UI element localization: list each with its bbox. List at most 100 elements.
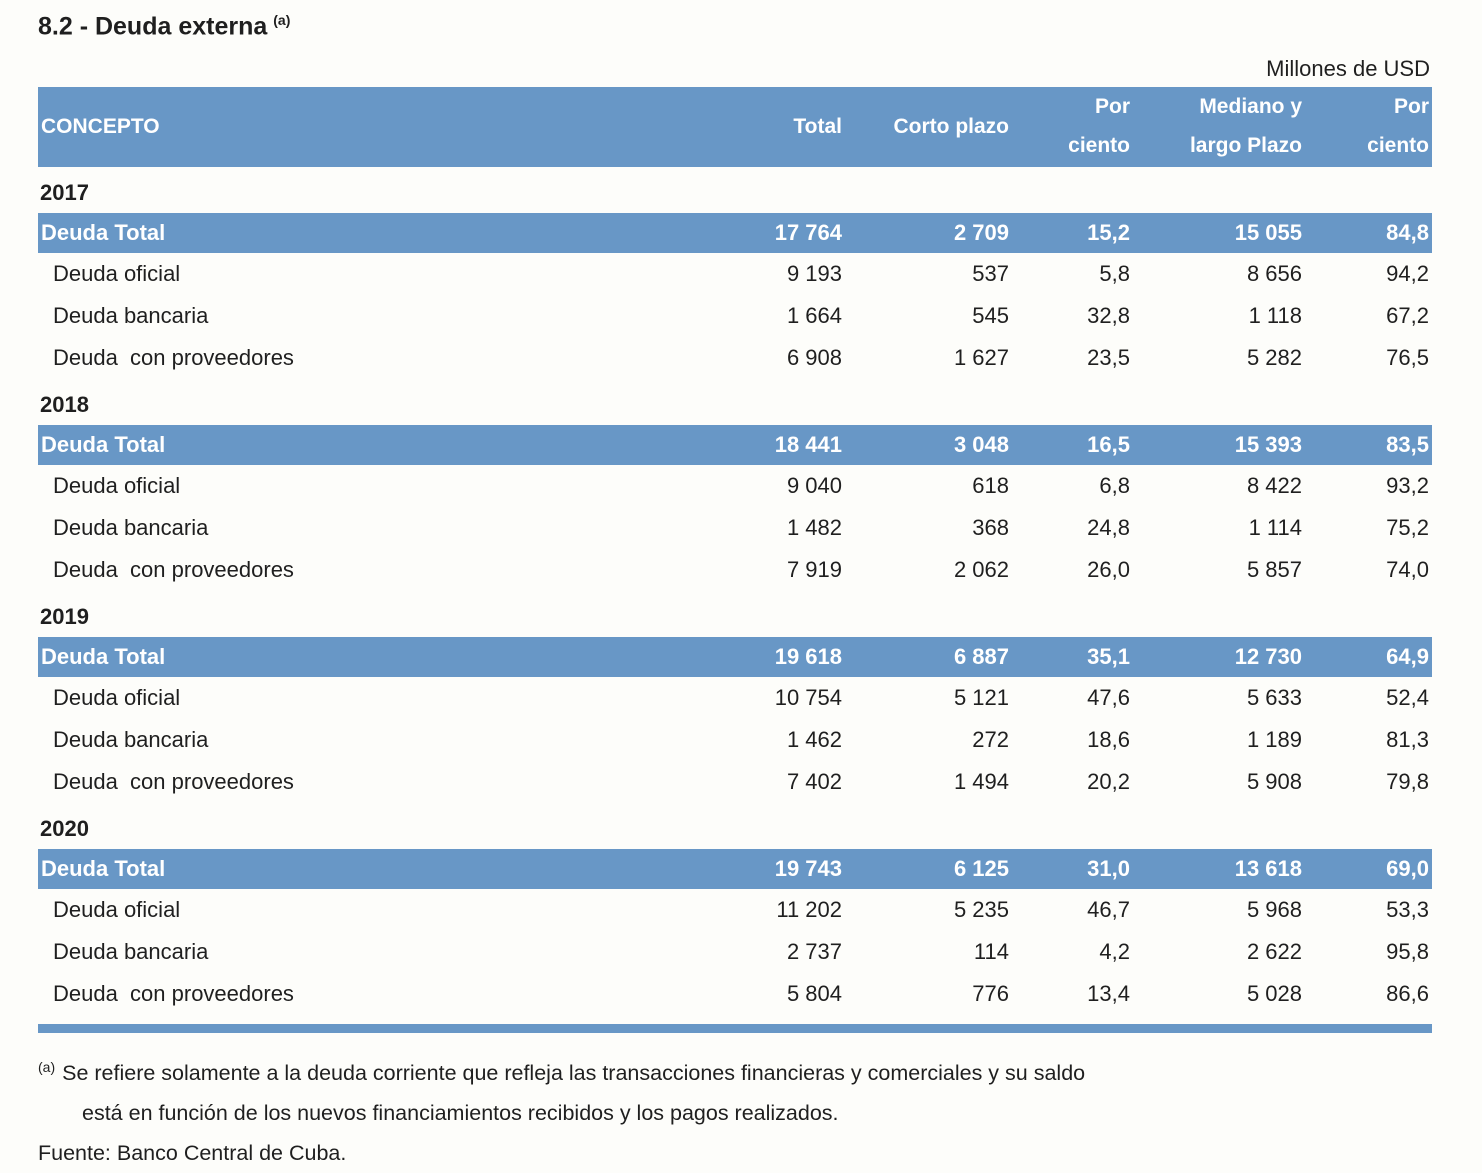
cell-corto-plazo: 6 887 (845, 637, 1012, 678)
row-label: Deuda Total (38, 213, 658, 254)
cell-por-ciento-corto: 18,6 (1087, 727, 1130, 753)
table-row: Deuda bancaria 1 664 545 32,8 1 118 67,2 (38, 295, 1432, 337)
cell-por-ciento-mediano: 79,8 (1386, 769, 1429, 795)
cell-total: 9 193 (786, 261, 842, 287)
cell-mediano-largo: 5 857 (1246, 557, 1302, 583)
cell-mediano-largo: 5 028 (1246, 981, 1302, 1007)
cell-por-ciento-mediano: 84,8 (1305, 213, 1432, 254)
cell-total: 9 040 (786, 473, 842, 499)
unit-label: Millones de USD (1266, 56, 1430, 82)
cell-mediano-largo: 15 393 (1133, 425, 1305, 466)
col-header-por-ciento-1: Por ciento (1012, 87, 1133, 168)
cell-mediano-largo: 1 114 (1248, 515, 1302, 541)
cell-corto-plazo: 114 (973, 939, 1009, 965)
cell-corto-plazo: 545 (972, 303, 1009, 329)
cell-mediano-largo: 12 730 (1133, 637, 1305, 678)
cell-por-ciento-mediano: 76,5 (1386, 345, 1429, 371)
cell-por-ciento-corto: 26,0 (1087, 557, 1130, 583)
cell-por-ciento-mediano: 53,3 (1386, 897, 1429, 923)
year-row-2017: 2017 (38, 167, 1432, 213)
row-label: Deuda Total (38, 425, 658, 466)
cell-por-ciento-mediano: 95,8 (1386, 939, 1429, 965)
cell-por-ciento-corto: 23,5 (1087, 345, 1130, 371)
footnote-marker: (a) (38, 1059, 56, 1076)
cell-corto-plazo: 5 121 (953, 685, 1009, 711)
footnote-line-2: está en función de los nuevos financiami… (82, 1101, 839, 1126)
col-header-por-ciento-2: Por ciento (1305, 87, 1432, 168)
cell-total: 10 754 (774, 685, 842, 711)
cell-por-ciento-mediano: 93,2 (1386, 473, 1429, 499)
table-row: Deuda con proveedores 6 908 1 627 23,5 5… (38, 337, 1432, 379)
cell-corto-plazo: 2 709 (845, 213, 1012, 254)
year-row-2019: 2019 (38, 591, 1432, 637)
row-label: Deuda Total (38, 637, 658, 678)
footnotes: (a) Se refiere solamente a la deuda corri… (38, 1047, 1432, 1173)
col-header-concepto: CONCEPTO (38, 87, 658, 168)
cell-corto-plazo: 368 (972, 515, 1009, 541)
cell-por-ciento-mediano: 83,5 (1305, 425, 1432, 466)
cell-total: 2 737 (786, 939, 842, 965)
row-label: Deuda con proveedores (53, 557, 294, 583)
cell-por-ciento-mediano: 64,9 (1305, 637, 1432, 678)
row-label: Deuda oficial (53, 473, 181, 499)
year-label: 2020 (40, 816, 89, 842)
cell-por-ciento-corto: 24,8 (1087, 515, 1130, 541)
table-row: Deuda oficial 10 754 5 121 47,6 5 633 52… (38, 677, 1432, 719)
year-row-2018: 2018 (38, 379, 1432, 425)
source-note: Fuente: Banco Central de Cuba. (38, 1141, 347, 1166)
row-label: Deuda con proveedores (53, 345, 294, 371)
cell-total: 19 743 (658, 849, 845, 890)
table-row: Deuda oficial 9 040 618 6,8 8 422 93,2 (38, 465, 1432, 507)
cell-total: 1 482 (786, 515, 842, 541)
cell-por-ciento-corto: 15,2 (1012, 213, 1133, 254)
col-header-mediano-largo-plazo: Mediano y largo Plazo (1133, 87, 1305, 168)
row-label: Deuda bancaria (53, 727, 209, 753)
table-row: Deuda oficial 9 193 537 5,8 8 656 94,2 (38, 253, 1432, 295)
cell-corto-plazo: 5 235 (953, 897, 1009, 923)
col-header-corto-plazo: Corto plazo (845, 87, 1012, 168)
cell-mediano-largo: 1 189 (1246, 727, 1302, 753)
row-label: Deuda oficial (53, 685, 181, 711)
total-row-2017: Deuda Total 17 764 2 709 15,2 15 055 84,… (38, 213, 1432, 254)
cell-mediano-largo: 8 422 (1246, 473, 1302, 499)
footnote-text: Se refiere solamente a la deuda corrient… (62, 1061, 1086, 1086)
cell-mediano-largo: 5 633 (1246, 685, 1302, 711)
cell-corto-plazo: 537 (972, 261, 1009, 287)
cell-mediano-largo: 8 656 (1246, 261, 1302, 287)
footnote-line-1: (a) Se refiere solamente a la deuda corri… (38, 1047, 1432, 1093)
cell-mediano-largo: 1 118 (1248, 303, 1302, 329)
cell-mediano-largo: 5 968 (1246, 897, 1302, 923)
cell-por-ciento-corto: 16,5 (1012, 425, 1133, 466)
table-row: Deuda con proveedores 7 402 1 494 20,2 5… (38, 761, 1432, 803)
row-label: Deuda bancaria (53, 515, 209, 541)
table-row: Deuda con proveedores 5 804 776 13,4 5 0… (38, 973, 1432, 1015)
row-label: Deuda Total (38, 849, 658, 890)
cell-por-ciento-mediano: 69,0 (1305, 849, 1432, 890)
total-row-2020: Deuda Total 19 743 6 125 31,0 13 618 69,… (38, 849, 1432, 890)
cell-por-ciento-corto: 13,4 (1087, 981, 1130, 1007)
cell-por-ciento-corto: 31,0 (1012, 849, 1133, 890)
cell-por-ciento-corto: 35,1 (1012, 637, 1133, 678)
cell-corto-plazo: 1 494 (953, 769, 1009, 795)
cell-total: 18 441 (658, 425, 845, 466)
cell-mediano-largo: 13 618 (1133, 849, 1305, 890)
cell-total: 7 919 (786, 557, 842, 583)
cell-corto-plazo: 272 (972, 727, 1009, 753)
year-row-2020: 2020 (38, 803, 1432, 849)
cell-por-ciento-mediano: 67,2 (1386, 303, 1429, 329)
cell-por-ciento-mediano: 86,6 (1386, 981, 1429, 1007)
cell-por-ciento-mediano: 94,2 (1386, 261, 1429, 287)
cell-total: 6 908 (786, 345, 842, 371)
cell-por-ciento-mediano: 75,2 (1386, 515, 1429, 541)
row-label: Deuda con proveedores (53, 981, 294, 1007)
cell-mediano-largo: 2 622 (1246, 939, 1302, 965)
cell-total: 19 618 (658, 637, 845, 678)
cell-por-ciento-mediano: 52,4 (1386, 685, 1429, 711)
table-row: Deuda oficial 11 202 5 235 46,7 5 968 53… (38, 889, 1432, 931)
cell-total: 11 202 (776, 897, 842, 923)
year-label: 2018 (40, 392, 89, 418)
cell-corto-plazo: 6 125 (845, 849, 1012, 890)
page-title-text: 8.2 - Deuda externa (38, 12, 268, 41)
row-label: Deuda bancaria (53, 303, 209, 329)
